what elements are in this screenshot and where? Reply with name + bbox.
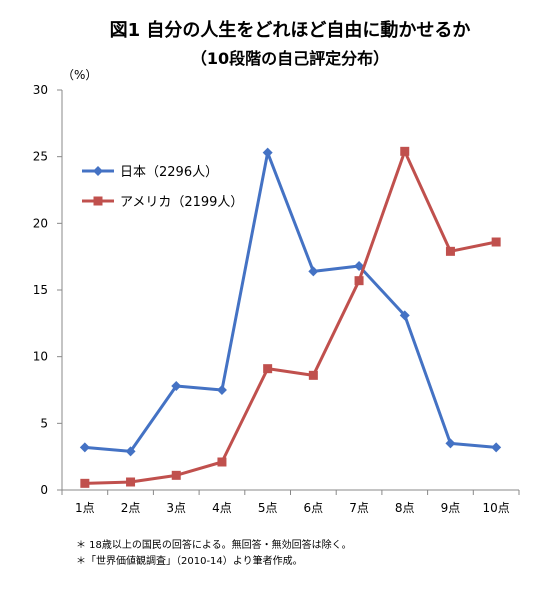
footnote-text: ＊ 18歳以上の国民の回答による。無回答・無効回答は除く。 bbox=[76, 538, 352, 551]
x-tick-label: 5点 bbox=[258, 501, 278, 515]
data-point-square bbox=[126, 477, 136, 487]
data-point-diamond bbox=[354, 261, 365, 271]
legend: 日本（2296人） アメリカ（2199人） bbox=[82, 165, 243, 210]
chart-title: 図1 自分の人生をどれほど自由に動かせるか bbox=[110, 19, 471, 41]
footnote-text: ＊「世界価値観調査」（2010-14）より筆者作成。 bbox=[76, 554, 303, 567]
series-line bbox=[84, 151, 497, 453]
x-tick-label: 10点 bbox=[483, 501, 510, 515]
y-tick-label: 25 bbox=[33, 150, 48, 164]
data-point-square bbox=[171, 470, 181, 480]
x-tick-label: 1点 bbox=[75, 501, 95, 515]
x-tick-label: 9点 bbox=[441, 501, 461, 515]
data-point-diamond bbox=[262, 147, 273, 158]
x-tick-label: 2点 bbox=[121, 501, 141, 515]
y-tick-label: 10 bbox=[33, 350, 48, 364]
y-axis-ticks: 0 5 10 15 20 25 30 bbox=[33, 83, 62, 497]
data-point-square bbox=[80, 478, 90, 488]
y-tick-label: 15 bbox=[33, 283, 48, 297]
x-tick-label: 7点 bbox=[349, 501, 369, 515]
data-point-square bbox=[400, 146, 410, 156]
chart-subtitle: （10段階の自己評定分布） bbox=[191, 49, 389, 68]
series-2 bbox=[80, 146, 501, 488]
legend-label: 日本（2296人） bbox=[120, 165, 218, 180]
axes bbox=[61, 90, 519, 491]
data-point-diamond bbox=[308, 266, 319, 277]
series-1 bbox=[79, 147, 502, 457]
data-point-diamond bbox=[125, 446, 136, 457]
data-point-square bbox=[217, 457, 227, 467]
legend-label: アメリカ（2199人） bbox=[120, 195, 243, 210]
data-point-diamond bbox=[79, 442, 90, 453]
y-tick-label: 5 bbox=[40, 416, 48, 430]
footnotes: ＊ 18歳以上の国民の回答による。無回答・無効回答は除く。 ＊「世界価値観調査」（… bbox=[76, 538, 352, 567]
data-point-square bbox=[491, 237, 501, 247]
data-point-square bbox=[93, 196, 103, 206]
y-tick-label: 0 bbox=[40, 483, 48, 497]
data-point-square bbox=[308, 370, 318, 380]
data-point-square bbox=[263, 364, 273, 374]
x-tick-label: 3点 bbox=[166, 501, 186, 515]
x-axis-ticks: 1点 2点 3点 4点 5点 6点 7点 8点 9点 10点 bbox=[61, 490, 520, 515]
x-tick-label: 4点 bbox=[212, 501, 232, 515]
data-point-diamond bbox=[216, 385, 227, 395]
y-axis-unit-label: （%） bbox=[62, 68, 97, 82]
y-tick-label: 30 bbox=[33, 83, 48, 97]
series-line bbox=[84, 149, 497, 485]
data-point-square bbox=[354, 276, 364, 286]
data-point-diamond bbox=[491, 442, 502, 453]
data-point-diamond bbox=[171, 381, 182, 391]
data-point-diamond bbox=[445, 438, 456, 449]
data-point-diamond bbox=[399, 310, 410, 321]
data-point-square bbox=[445, 246, 455, 256]
x-tick-label: 6点 bbox=[304, 501, 324, 515]
data-point-diamond bbox=[93, 166, 103, 176]
y-tick-label: 20 bbox=[33, 216, 48, 230]
series-group bbox=[79, 146, 502, 488]
x-tick-label: 8点 bbox=[395, 501, 415, 515]
